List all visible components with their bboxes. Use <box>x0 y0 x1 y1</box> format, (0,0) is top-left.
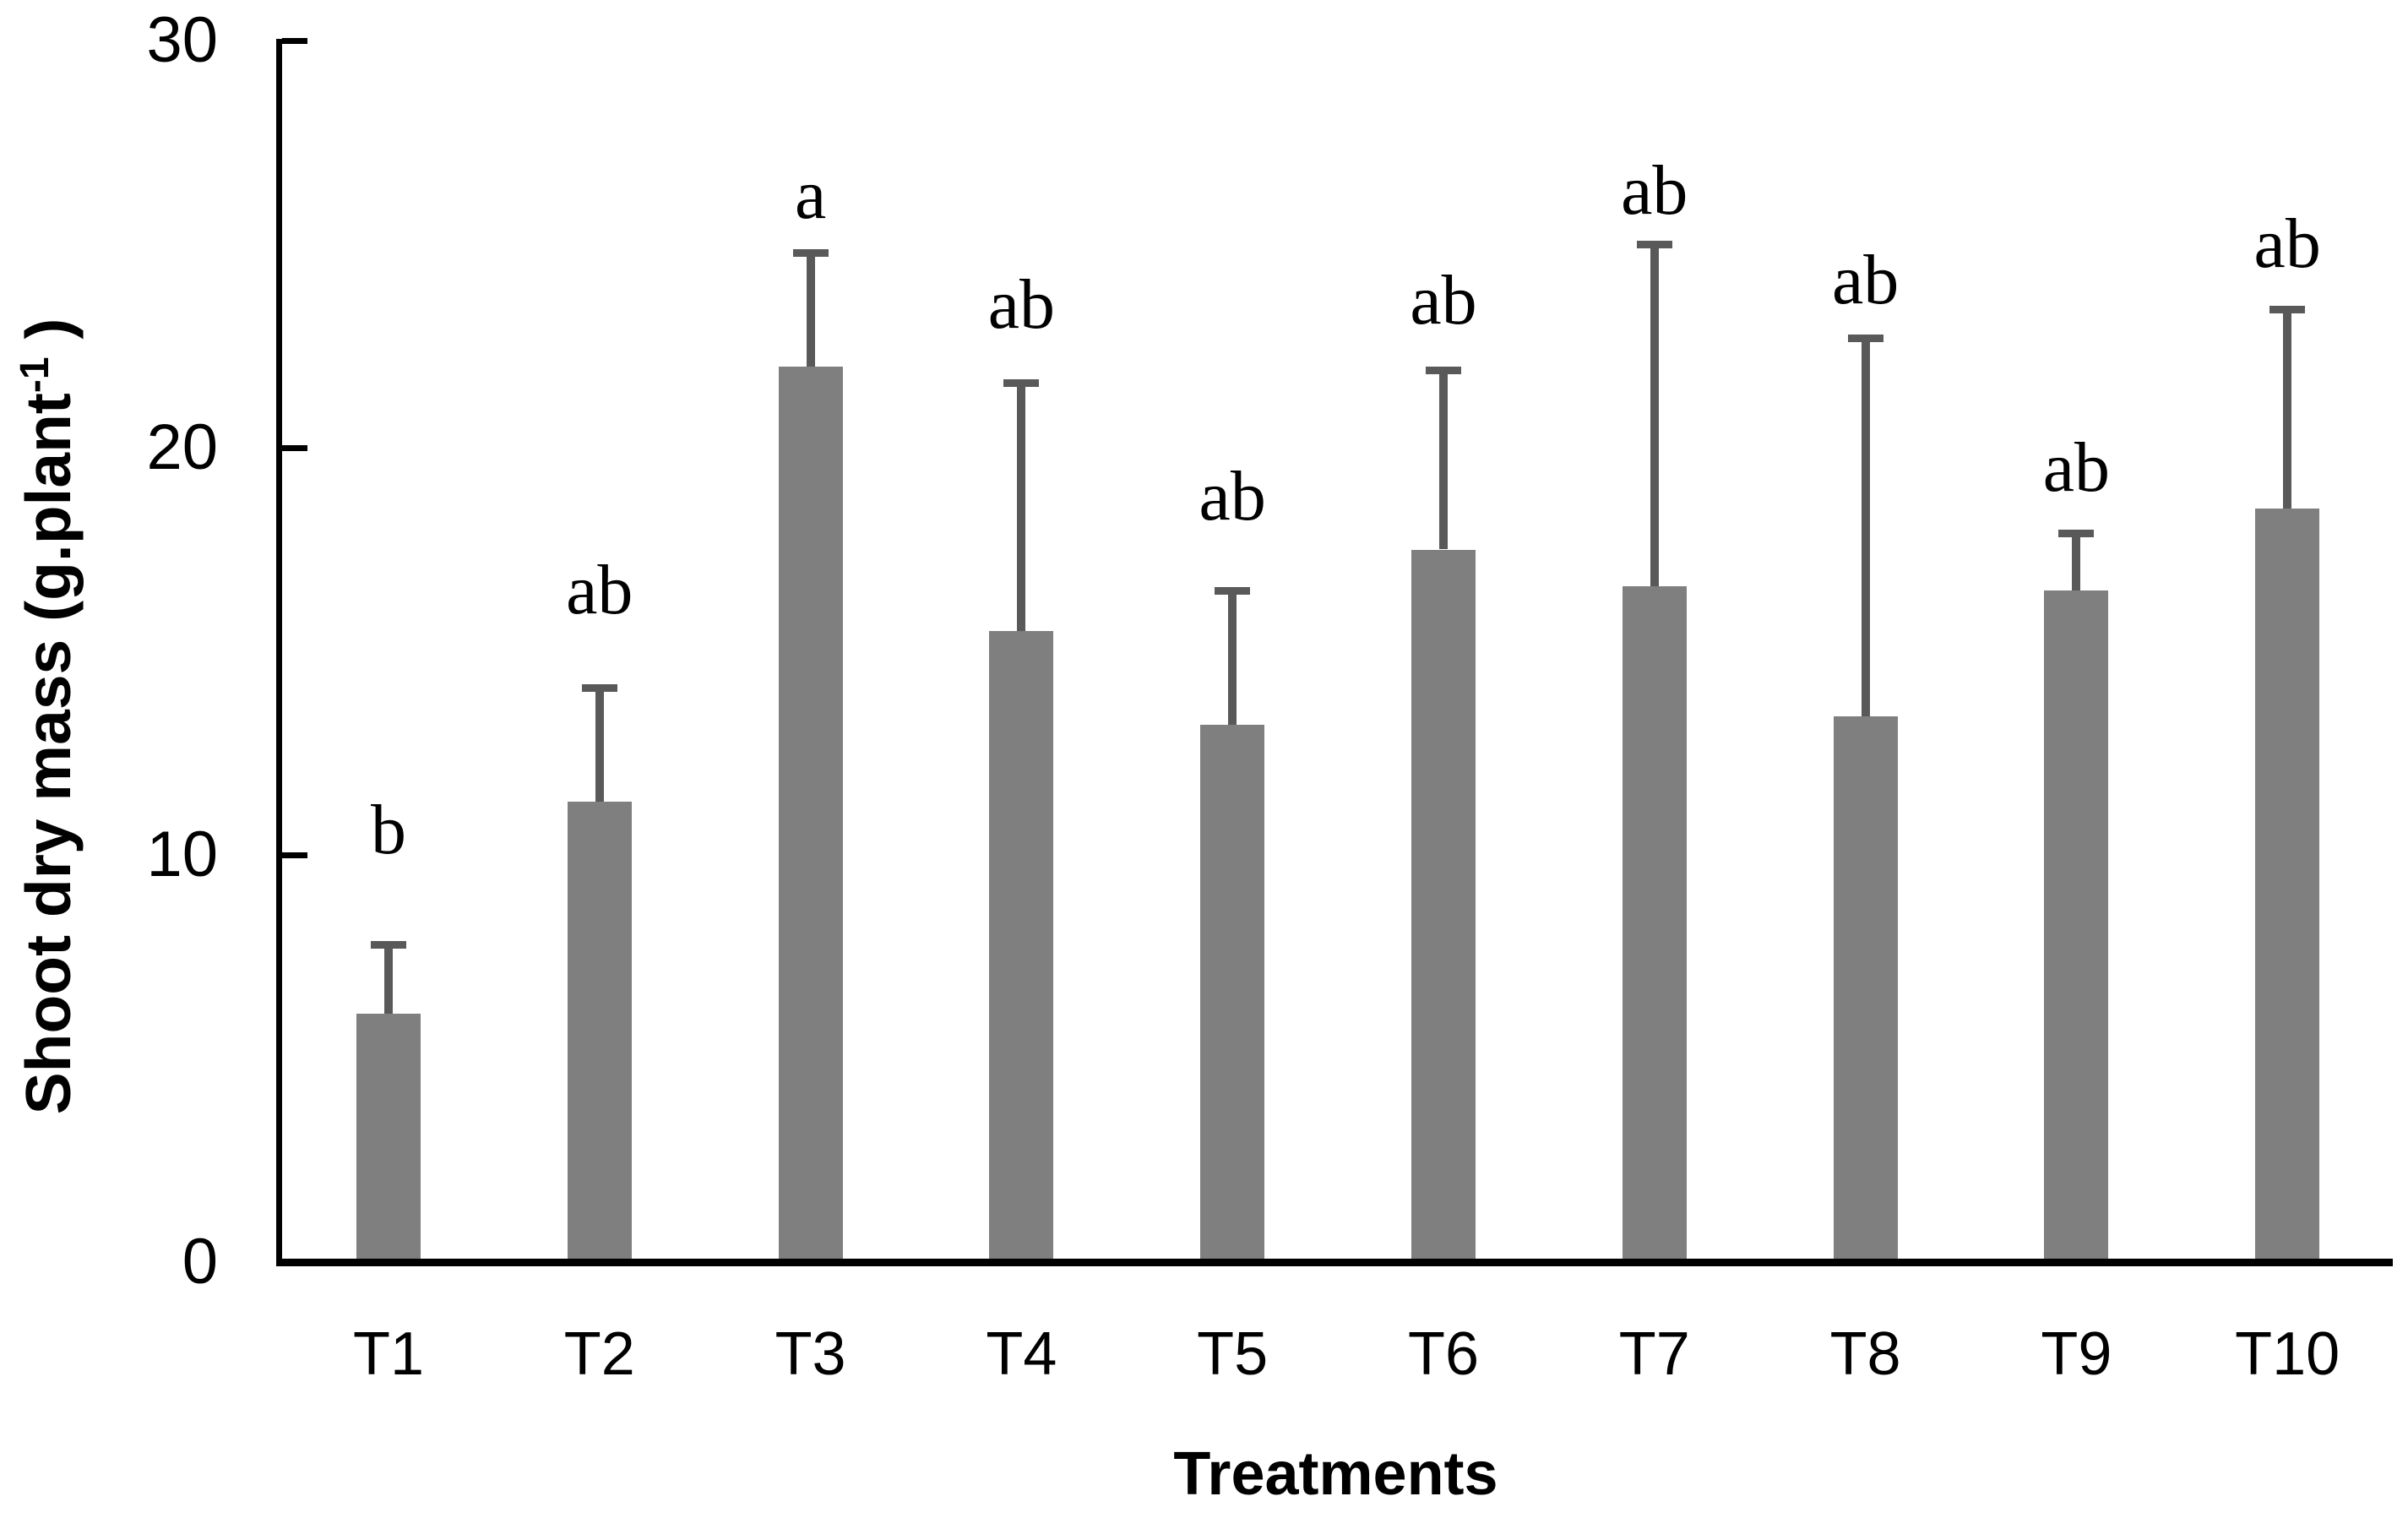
error-bar-whisker <box>806 252 815 367</box>
x-tick-label: T6 <box>1407 1320 1480 1388</box>
y-tick-label: 10 <box>146 819 218 890</box>
x-tick-label: T10 <box>2235 1320 2340 1388</box>
error-bar-whisker <box>1017 382 1026 631</box>
error-bar-whisker <box>1228 590 1237 725</box>
significance-letter: b <box>371 791 406 870</box>
significance-letter: ab <box>1199 456 1266 536</box>
bar <box>1622 585 1687 1262</box>
error-bar-cap <box>2058 530 2095 538</box>
error-bar-cap <box>371 941 406 949</box>
error-bar-whisker <box>2283 309 2292 509</box>
error-bar-cap <box>1847 334 1883 342</box>
bar <box>1411 549 1476 1262</box>
y-axis-title-superscript: -1 <box>13 356 57 394</box>
error-bar-cap <box>1636 241 1672 248</box>
significance-letter: ab <box>2042 428 2111 508</box>
y-axis-title: Shoot dry mass (g.plant-1 ) <box>2 125 95 1308</box>
x-axis-title: Treatments <box>1173 1440 1498 1508</box>
error-bar-whisker <box>1650 244 1659 586</box>
x-tick-label: T2 <box>563 1320 635 1388</box>
error-bar-cap <box>581 684 617 693</box>
y-tick-mark <box>282 38 307 44</box>
significance-letter: a <box>794 155 827 235</box>
y-axis-title-text: Shoot dry mass (g.plant <box>13 393 84 1115</box>
significance-letter: ab <box>1410 261 1477 340</box>
bar <box>2255 509 2320 1262</box>
y-tick-label: 20 <box>146 411 218 483</box>
significance-letter: ab <box>1621 151 1688 231</box>
error-bar-whisker <box>384 944 393 1014</box>
x-axis-line <box>276 1259 2393 1266</box>
error-bar-cap <box>792 248 829 257</box>
bar <box>2044 590 2109 1262</box>
significance-letter: ab <box>566 550 633 629</box>
significance-letter: ab <box>2253 204 2321 283</box>
x-tick-label: T1 <box>352 1320 425 1388</box>
y-tick-mark <box>282 852 307 858</box>
error-bar-cap <box>1003 378 1040 387</box>
x-tick-label: T9 <box>2041 1320 2112 1388</box>
significance-letter: ab <box>987 265 1056 345</box>
significance-letter: ab <box>1831 241 1900 320</box>
error-bar-cap <box>1426 367 1461 375</box>
bar <box>567 802 632 1262</box>
bar <box>1200 724 1265 1262</box>
error-bar-whisker <box>595 688 604 803</box>
x-tick-label: T8 <box>1829 1320 1901 1388</box>
y-tick-mark <box>282 445 307 451</box>
error-bar-cap <box>1215 586 1251 595</box>
x-tick-label: T3 <box>775 1320 846 1388</box>
bar <box>989 630 1054 1262</box>
y-tick-label: 30 <box>146 4 218 76</box>
x-tick-label: T7 <box>1618 1320 1690 1388</box>
error-bar-cap <box>2269 306 2306 314</box>
x-tick-label: T4 <box>986 1320 1057 1388</box>
bar <box>778 366 843 1262</box>
y-axis-title-suffix: ) <box>13 318 84 357</box>
bar <box>356 1013 421 1262</box>
error-bar-whisker <box>1861 337 1870 717</box>
y-tick-label: 0 <box>182 1226 218 1298</box>
error-bar-whisker <box>2072 533 2081 590</box>
error-bar-whisker <box>1439 370 1448 550</box>
y-axis-line <box>276 39 282 1265</box>
bar <box>1833 716 1898 1262</box>
x-tick-label: T5 <box>1197 1320 1269 1388</box>
